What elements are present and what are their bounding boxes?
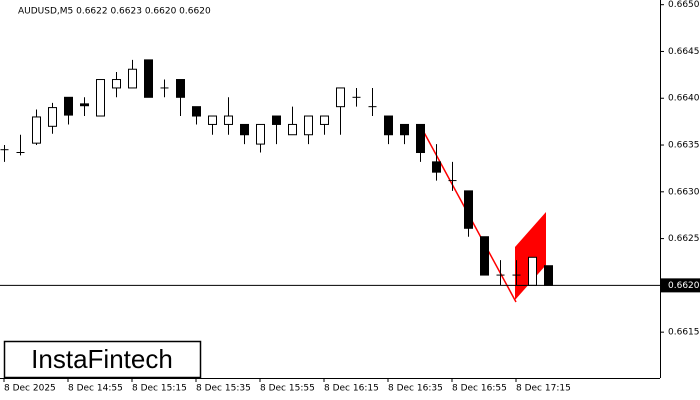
chart-subtitle: AUDUSD,M5 0.6622 0.6623 0.6620 0.6620 bbox=[18, 7, 211, 17]
candle-body bbox=[48, 107, 57, 127]
x-tick-label: 8 Dec 16:55 bbox=[452, 384, 507, 394]
current-price-box bbox=[661, 278, 700, 293]
x-tick-label: 8 Dec 17:15 bbox=[516, 384, 571, 394]
y-tick-label: 0.6630 bbox=[668, 187, 700, 197]
candle-body bbox=[528, 256, 537, 286]
candle-body bbox=[208, 115, 217, 125]
candle-body bbox=[64, 96, 73, 116]
x-tick-label: 8 Dec 14:55 bbox=[68, 384, 123, 394]
logo: InstaFintech bbox=[31, 344, 173, 374]
candle-body bbox=[256, 123, 265, 145]
candle-body bbox=[544, 265, 553, 286]
candle-body bbox=[144, 59, 153, 98]
logo-box bbox=[3, 340, 202, 379]
candle-body bbox=[384, 115, 393, 136]
x-tick-label: 8 Dec 15:35 bbox=[196, 384, 251, 394]
candle-body bbox=[480, 236, 489, 276]
y-tick-label: 0.6635 bbox=[668, 141, 700, 151]
x-tick-label: 8 Dec 15:15 bbox=[132, 384, 187, 394]
y-tick-label: 0.6640 bbox=[668, 94, 700, 104]
candle-body bbox=[320, 115, 329, 125]
current-price-label: 0.6620 bbox=[668, 281, 700, 291]
candle-body bbox=[112, 79, 121, 89]
candle-body bbox=[224, 115, 233, 125]
y-tick-label: 0.6625 bbox=[668, 234, 700, 244]
y-tick-label: 0.6645 bbox=[668, 47, 700, 57]
candle-body bbox=[432, 161, 441, 173]
candle-body bbox=[192, 106, 201, 117]
candle-body bbox=[272, 115, 281, 125]
flag-pattern bbox=[515, 212, 546, 300]
candle-body bbox=[416, 123, 425, 154]
x-tick-label: 8 Dec 16:15 bbox=[324, 384, 379, 394]
candle-body bbox=[304, 115, 313, 136]
candle-body bbox=[464, 190, 473, 229]
candle-body bbox=[128, 68, 137, 89]
x-tick-label: 8 Dec 2025 bbox=[4, 384, 56, 394]
candle-body bbox=[96, 79, 105, 117]
y-tick-label: 0.6650 bbox=[668, 0, 700, 10]
candle-body bbox=[32, 116, 41, 144]
candle-body bbox=[80, 103, 89, 107]
x-tick-label: 8 Dec 16:35 bbox=[388, 384, 443, 394]
candle-body bbox=[176, 79, 185, 98]
candle-body bbox=[240, 123, 249, 136]
x-tick-label: 8 Dec 15:55 bbox=[260, 384, 315, 394]
candle-body bbox=[400, 123, 409, 136]
candle-body bbox=[288, 123, 297, 136]
candle-body bbox=[336, 87, 345, 108]
y-tick-label: 0.6615 bbox=[668, 328, 700, 338]
